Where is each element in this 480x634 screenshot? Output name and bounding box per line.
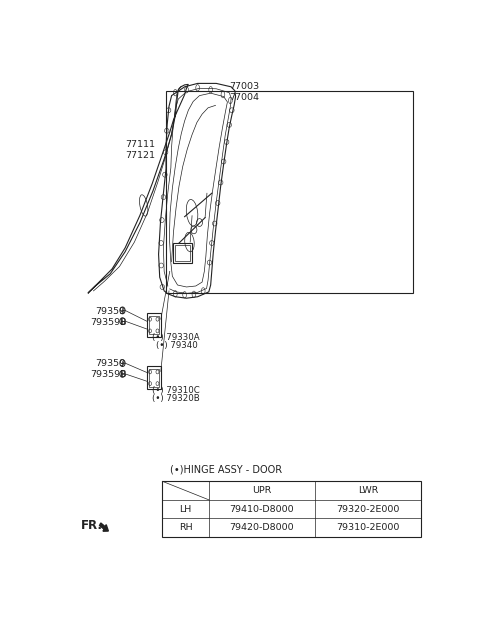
- Bar: [175, 245, 190, 261]
- Text: LWR: LWR: [358, 486, 378, 495]
- Text: 77003
77004: 77003 77004: [229, 82, 259, 102]
- Text: 79310-2E000: 79310-2E000: [336, 523, 399, 532]
- Text: (•)HINGE ASSY - DOOR: (•)HINGE ASSY - DOOR: [170, 464, 282, 474]
- Text: 79359B: 79359B: [91, 318, 127, 327]
- Text: 79359: 79359: [96, 359, 125, 368]
- Bar: [148, 316, 159, 334]
- Text: UPR: UPR: [252, 486, 272, 495]
- Text: LH: LH: [180, 505, 192, 514]
- Text: 79420-D8000: 79420-D8000: [229, 523, 294, 532]
- Bar: [166, 91, 413, 294]
- Text: 79359: 79359: [96, 307, 125, 316]
- Text: (•) 79330A: (•) 79330A: [152, 333, 200, 342]
- Text: 79320-2E000: 79320-2E000: [336, 505, 399, 514]
- Text: (•) 79320B: (•) 79320B: [152, 394, 200, 403]
- Text: (•) 79340: (•) 79340: [156, 341, 198, 350]
- Bar: [162, 481, 421, 537]
- Text: 77111
77121: 77111 77121: [125, 139, 155, 160]
- Text: FR.: FR.: [81, 519, 102, 532]
- Bar: [147, 366, 161, 389]
- Bar: [173, 243, 192, 262]
- Bar: [147, 313, 161, 337]
- Text: (•) 79310C: (•) 79310C: [152, 386, 200, 395]
- FancyArrow shape: [99, 523, 108, 531]
- Text: RH: RH: [179, 523, 192, 532]
- Bar: [148, 369, 159, 387]
- Text: 79359B: 79359B: [91, 370, 127, 379]
- Text: 79410-D8000: 79410-D8000: [229, 505, 294, 514]
